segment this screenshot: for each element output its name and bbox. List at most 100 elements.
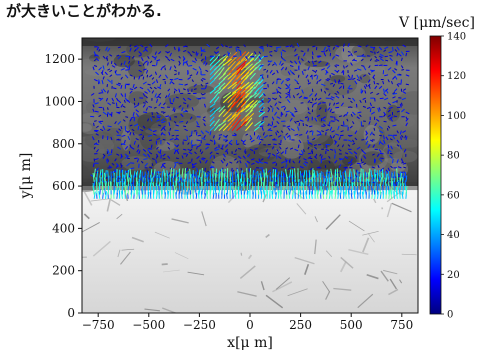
velocity-vector — [359, 192, 362, 199]
texture-streak-light — [120, 251, 131, 265]
velocity-vector — [101, 79, 104, 85]
velocity-vector — [263, 161, 268, 164]
velocity-vector — [102, 65, 105, 70]
velocity-vector — [390, 145, 393, 150]
velocity-vector — [107, 111, 111, 116]
velocity-vector — [259, 187, 262, 195]
velocity-vector — [372, 46, 376, 51]
texture-streak-light — [389, 278, 398, 290]
velocity-vector — [198, 169, 201, 178]
texture-blob-dark — [399, 116, 416, 127]
velocity-vector — [350, 188, 353, 195]
velocity-vector — [242, 143, 246, 146]
velocity-vector — [401, 134, 404, 138]
velocity-vector — [335, 54, 340, 57]
velocity-vector — [378, 46, 383, 51]
velocity-vector — [224, 182, 227, 191]
velocity-vector — [337, 144, 340, 148]
velocity-vector — [392, 100, 397, 104]
velocity-vector — [401, 108, 405, 113]
velocity-vector — [234, 158, 237, 161]
velocity-vector — [334, 92, 338, 95]
y-tick-label: 400 — [52, 221, 75, 235]
velocity-vector — [285, 110, 290, 113]
velocity-vector — [350, 171, 353, 178]
velocity-vector — [147, 191, 150, 199]
velocity-vector — [313, 144, 317, 146]
velocity-vector — [231, 86, 242, 94]
velocity-vector — [204, 179, 207, 187]
velocity-vector — [269, 69, 273, 74]
velocity-vector — [231, 111, 240, 122]
velocity-vector — [101, 89, 104, 94]
velocity-vector — [156, 111, 159, 115]
velocity-vector — [289, 117, 293, 122]
velocity-vector — [370, 170, 373, 178]
velocity-vector — [285, 92, 290, 96]
velocity-vector — [227, 101, 236, 113]
velocity-vector — [291, 113, 295, 118]
velocity-vector — [209, 125, 215, 132]
velocity-vector — [394, 75, 398, 80]
velocity-vector — [309, 74, 313, 78]
velocity-vector — [116, 54, 120, 57]
y-tick-label: 1200 — [44, 52, 75, 66]
velocity-vector — [117, 120, 122, 125]
velocity-vector — [156, 119, 161, 122]
velocity-vector — [94, 54, 99, 57]
velocity-vector — [227, 93, 237, 104]
velocity-vector — [174, 161, 179, 164]
velocity-vector — [285, 147, 289, 150]
velocity-vector — [300, 149, 304, 155]
velocity-vector — [394, 68, 398, 71]
velocity-vector — [334, 65, 338, 68]
velocity-vector — [105, 176, 108, 180]
velocity-vector — [267, 84, 269, 88]
texture-blob-dark — [332, 106, 360, 115]
velocity-vector — [392, 124, 397, 127]
velocity-vector — [167, 176, 169, 182]
velocity-vector — [156, 59, 161, 62]
velocity-vector — [321, 130, 325, 133]
velocity-vector — [348, 184, 351, 191]
velocity-vector — [294, 133, 299, 136]
velocity-vector — [156, 153, 159, 158]
velocity-vector — [205, 190, 208, 199]
velocity-vector — [382, 179, 385, 187]
velocity-vector — [222, 72, 231, 80]
velocity-vector — [379, 170, 381, 178]
velocity-vector — [400, 65, 404, 69]
texture-blob-dark — [304, 109, 338, 126]
velocity-vector — [130, 116, 135, 119]
velocity-vector — [240, 92, 249, 104]
texture-blob-dark — [200, 55, 237, 66]
x-tick-label: −250 — [183, 318, 216, 332]
velocity-vector — [147, 179, 150, 187]
velocity-vector — [236, 97, 245, 108]
velocity-vector — [175, 134, 179, 137]
velocity-vector — [367, 79, 371, 83]
velocity-vector — [320, 180, 322, 187]
velocity-vector — [192, 144, 197, 147]
velocity-vector — [218, 82, 226, 90]
texture-streak-light — [348, 220, 365, 232]
velocity-vector — [245, 55, 249, 60]
velocity-vector — [281, 105, 286, 108]
velocity-vector — [211, 161, 215, 164]
velocity-vector — [385, 183, 388, 191]
velocity-vector — [226, 150, 229, 155]
velocity-vector — [307, 146, 310, 150]
velocity-vector — [285, 67, 288, 71]
velocity-vector — [178, 105, 182, 108]
velocity-vector — [391, 181, 394, 191]
velocity-vector — [374, 190, 377, 199]
velocity-vector — [98, 120, 102, 125]
velocity-vector — [311, 130, 314, 136]
velocity-vector — [275, 132, 278, 136]
texture-streak-light — [399, 279, 403, 284]
velocity-vector — [280, 160, 286, 164]
velocity-vector — [402, 162, 407, 165]
velocity-vector — [309, 130, 313, 133]
velocity-vector — [274, 180, 276, 187]
velocity-vector — [285, 158, 287, 162]
